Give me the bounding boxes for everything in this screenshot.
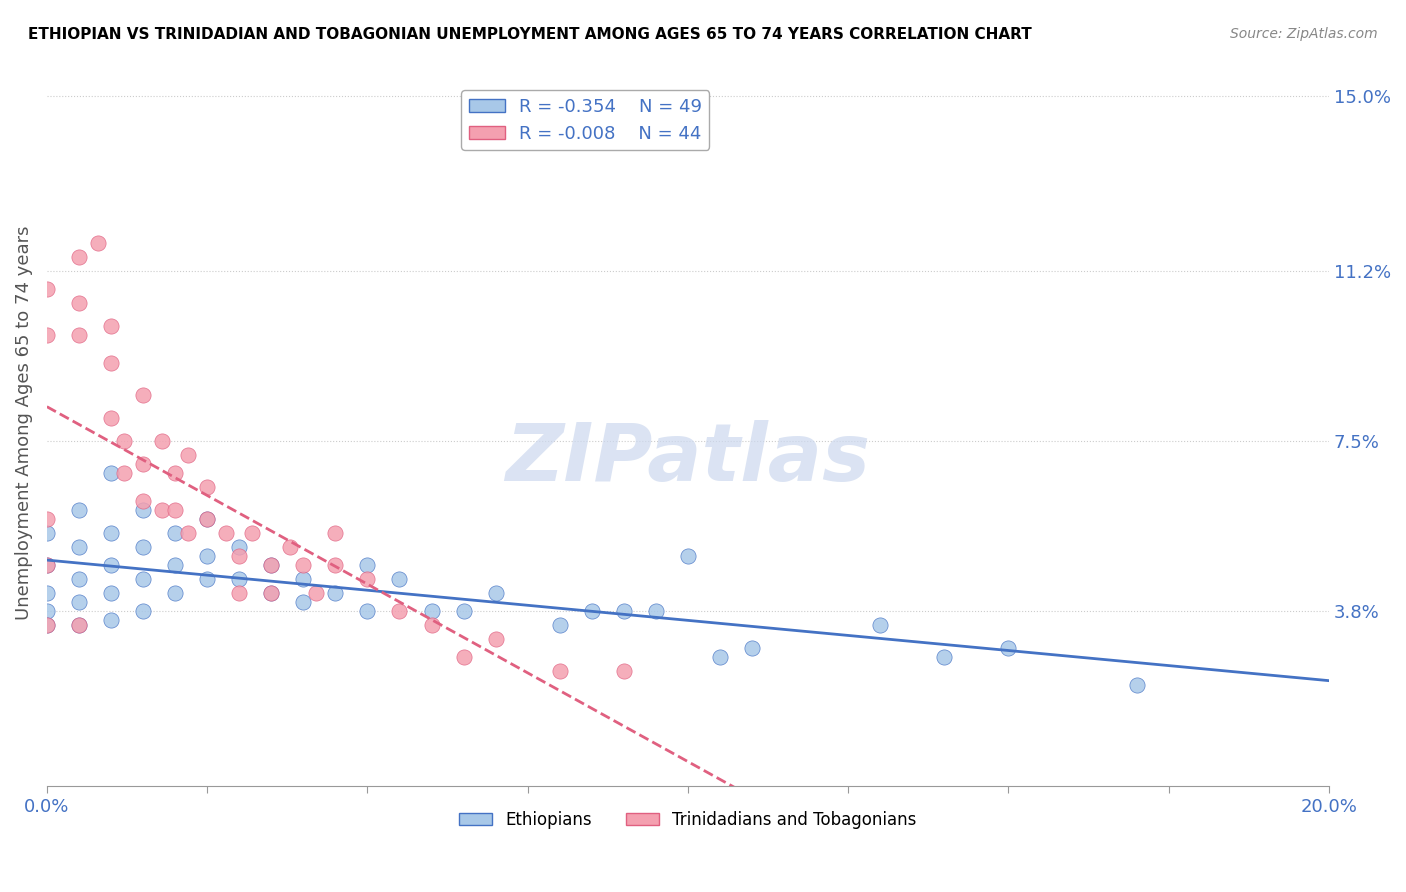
Point: [240, 526, 263, 541]
Point: [67, 618, 90, 632]
Point: [420, 604, 443, 618]
Point: [112, 434, 135, 448]
Point: [676, 549, 699, 563]
Point: [35, 558, 58, 573]
Point: [228, 586, 250, 600]
Point: [132, 540, 155, 554]
Point: [292, 558, 315, 573]
Point: [165, 586, 187, 600]
Point: [35, 618, 58, 632]
Point: [177, 526, 200, 541]
Point: [67, 618, 90, 632]
Point: [356, 558, 378, 573]
Point: [35, 604, 58, 618]
Point: [35, 526, 58, 541]
Point: [215, 526, 238, 541]
Y-axis label: Unemployment Among Ages 65 to 74 years: Unemployment Among Ages 65 to 74 years: [15, 226, 32, 620]
Point: [165, 526, 187, 541]
Point: [195, 512, 218, 526]
Point: [132, 503, 155, 517]
Point: [100, 467, 122, 481]
Point: [548, 618, 571, 632]
Point: [280, 540, 302, 554]
Point: [165, 503, 187, 517]
Point: [35, 282, 58, 296]
Point: [67, 503, 90, 517]
Point: [709, 650, 731, 665]
Point: [228, 549, 250, 563]
Point: [741, 640, 763, 655]
Point: [485, 586, 508, 600]
Text: ETHIOPIAN VS TRINIDADIAN AND TOBAGONIAN UNEMPLOYMENT AMONG AGES 65 TO 74 YEARS C: ETHIOPIAN VS TRINIDADIAN AND TOBAGONIAN …: [28, 27, 1032, 42]
Point: [292, 595, 315, 609]
Point: [1125, 678, 1147, 692]
Point: [35, 586, 58, 600]
Point: [100, 613, 122, 627]
Point: [485, 632, 508, 646]
Point: [35, 618, 58, 632]
Point: [132, 493, 155, 508]
Point: [228, 540, 250, 554]
Point: [100, 526, 122, 541]
Point: [165, 467, 187, 481]
Point: [177, 448, 200, 462]
Point: [420, 618, 443, 632]
Point: [325, 526, 347, 541]
Point: [100, 558, 122, 573]
Point: [260, 558, 283, 573]
Text: ZIPatlas: ZIPatlas: [505, 420, 870, 498]
Point: [997, 640, 1019, 655]
Point: [165, 558, 187, 573]
Legend: Ethiopians, Trinidadians and Tobagonians: Ethiopians, Trinidadians and Tobagonians: [453, 805, 924, 836]
Point: [100, 319, 122, 334]
Point: [67, 595, 90, 609]
Point: [132, 572, 155, 586]
Point: [613, 604, 636, 618]
Point: [35, 512, 58, 526]
Point: [548, 664, 571, 678]
Point: [67, 296, 90, 310]
Point: [260, 586, 283, 600]
Point: [195, 480, 218, 494]
Point: [132, 388, 155, 402]
Point: [356, 604, 378, 618]
Text: Source: ZipAtlas.com: Source: ZipAtlas.com: [1230, 27, 1378, 41]
Point: [581, 604, 603, 618]
Point: [325, 586, 347, 600]
Point: [325, 558, 347, 573]
Point: [934, 650, 956, 665]
Point: [613, 664, 636, 678]
Point: [112, 467, 135, 481]
Point: [87, 236, 110, 251]
Point: [67, 250, 90, 264]
Point: [260, 558, 283, 573]
Point: [150, 434, 173, 448]
Point: [388, 572, 411, 586]
Point: [869, 618, 891, 632]
Point: [195, 549, 218, 563]
Point: [100, 356, 122, 370]
Point: [195, 572, 218, 586]
Point: [132, 457, 155, 471]
Point: [100, 586, 122, 600]
Point: [67, 540, 90, 554]
Point: [453, 604, 475, 618]
Point: [195, 512, 218, 526]
Point: [67, 572, 90, 586]
Point: [228, 572, 250, 586]
Point: [260, 586, 283, 600]
Point: [388, 604, 411, 618]
Point: [644, 604, 666, 618]
Point: [150, 503, 173, 517]
Point: [67, 328, 90, 343]
Point: [35, 328, 58, 343]
Point: [132, 604, 155, 618]
Point: [292, 572, 315, 586]
Point: [305, 586, 328, 600]
Point: [100, 411, 122, 425]
Point: [35, 558, 58, 573]
Point: [453, 650, 475, 665]
Point: [356, 572, 378, 586]
